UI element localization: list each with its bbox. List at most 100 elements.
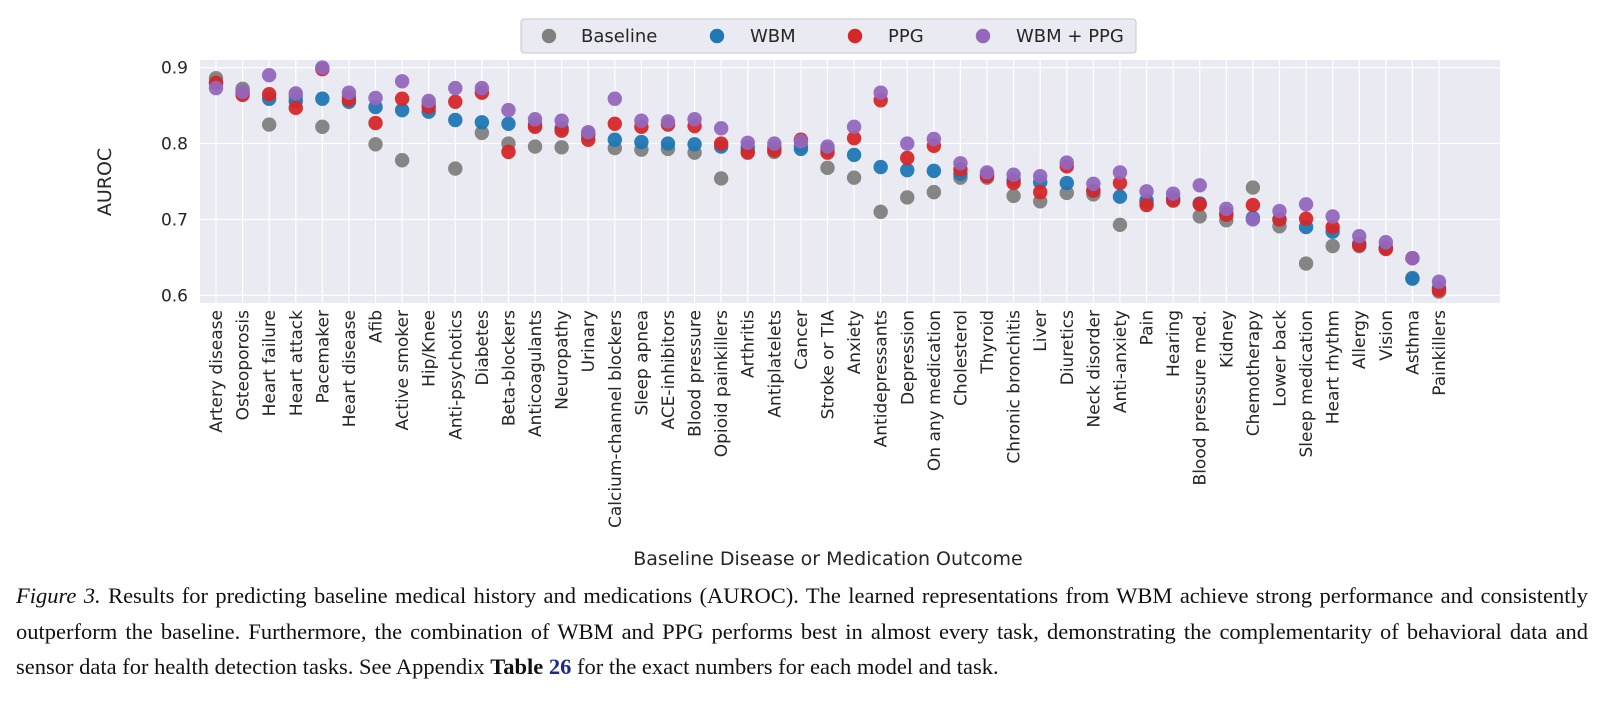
data-point [394, 153, 410, 168]
data-point [713, 136, 729, 151]
x-tick-label: Artery disease [207, 310, 227, 433]
data-point [1431, 274, 1447, 289]
x-tick-label: Cholesterol [951, 310, 971, 406]
data-point [926, 163, 942, 179]
data-point [1405, 250, 1420, 266]
x-tick-label: Lower back [1270, 310, 1290, 407]
x-tick-label: Vision [1377, 310, 1397, 361]
data-point [501, 116, 516, 131]
data-point [315, 119, 330, 135]
table-ref-word: Table [490, 654, 544, 679]
data-point [368, 115, 383, 131]
data-point [261, 86, 277, 102]
data-point [421, 93, 436, 109]
x-tick-label: Chemotherapy [1244, 310, 1264, 436]
legend-marker [541, 28, 557, 44]
data-point [900, 162, 915, 178]
x-tick-label: Anticoagulants [526, 310, 546, 437]
data-point [288, 100, 303, 116]
data-point [474, 80, 490, 96]
auroc-chart: 0.6 0.7 0.8 0.9 Artery disease Osteoporosis H… [94, 18, 1500, 570]
x-tick-label: Diuretics [1058, 310, 1078, 385]
data-point [634, 134, 649, 150]
data-point [1325, 219, 1340, 235]
data-point [1298, 256, 1314, 271]
data-point [873, 159, 888, 175]
data-point [448, 161, 463, 176]
series-wbm-ppg [208, 60, 1447, 289]
data-point [501, 144, 516, 160]
y-tick-label: 0.6 [161, 286, 188, 306]
data-point [501, 102, 516, 118]
data-point [448, 80, 463, 96]
caption-text-end: for the exact numbers for each model and… [571, 654, 999, 679]
data-point [900, 190, 915, 205]
y-tick-label: 0.9 [161, 59, 188, 79]
data-point [1139, 184, 1154, 199]
x-tick-label: Pacemaker [313, 310, 333, 403]
data-point [846, 170, 862, 185]
data-point [1086, 176, 1101, 191]
data-point [740, 145, 755, 160]
data-point [1139, 197, 1154, 213]
data-point [368, 90, 383, 106]
legend-marker [847, 28, 863, 44]
figure-caption: Figure 3. Results for predicting baselin… [16, 578, 1588, 685]
x-tick-label: Opioid painkillers [712, 310, 732, 457]
data-point [315, 91, 330, 106]
x-tick-label: Sleep apnea [632, 310, 652, 416]
x-tick-label: Stroke or TIA [819, 310, 839, 420]
x-tick-label: Pain [1138, 310, 1158, 345]
data-point [1192, 178, 1207, 193]
data-point [1378, 235, 1394, 250]
data-point [1298, 211, 1314, 226]
data-point [1112, 189, 1128, 204]
legend-marker [975, 28, 991, 44]
x-tick-labels: Artery disease Osteoporosis Heart failure H… [207, 310, 1450, 528]
data-point [1272, 203, 1287, 219]
data-point [846, 147, 862, 163]
data-point [900, 136, 915, 151]
data-point [1059, 155, 1074, 170]
data-point [554, 113, 569, 128]
x-axis-title: Baseline Disease or Medication Outcome [633, 548, 1023, 570]
legend-label: Baseline [581, 26, 657, 47]
x-tick-label: Asthma [1403, 310, 1423, 375]
x-tick-label: Heart rhythm [1324, 310, 1344, 424]
x-tick-label: Heart disease [340, 310, 360, 427]
data-point [926, 184, 942, 200]
x-tick-label: Afib [367, 310, 387, 343]
data-point [581, 124, 596, 140]
x-tick-label: Liver [1031, 310, 1051, 352]
data-point [1112, 217, 1128, 232]
x-tick-label: Active smoker [393, 310, 413, 431]
data-point [1059, 185, 1074, 201]
x-tick-label: Hip/Knee [420, 310, 440, 387]
data-point [1219, 201, 1234, 217]
data-points [208, 60, 1447, 299]
data-point [474, 125, 490, 141]
x-tick-label: Anti-psychotics [446, 310, 466, 440]
x-tick-label: Blood pressure [686, 310, 706, 437]
x-tick-label: Anxiety [845, 310, 865, 374]
x-tick-label: Anti-anxiety [1111, 310, 1131, 413]
data-point [315, 60, 330, 75]
x-tick-label: Neck disorder [1084, 310, 1104, 427]
data-point [767, 136, 782, 151]
data-point [846, 119, 862, 135]
x-tick-label: Arthritis [739, 310, 759, 378]
data-point [208, 80, 224, 96]
x-tick-label: ACE-inhibitors [659, 310, 679, 430]
data-point [1192, 209, 1207, 224]
x-tick-label: Hearing [1164, 310, 1184, 377]
data-point [394, 102, 410, 118]
x-tick-label: Osteoporosis [234, 310, 254, 421]
x-tick-label: Allergy [1350, 310, 1370, 369]
y-tick-label: 0.8 [161, 135, 188, 155]
data-point [820, 139, 835, 154]
data-point [554, 123, 569, 138]
data-point [953, 156, 968, 171]
x-tick-label: Depression [898, 310, 918, 405]
data-point [607, 116, 623, 131]
table-ref-number[interactable]: 26 [548, 654, 572, 679]
